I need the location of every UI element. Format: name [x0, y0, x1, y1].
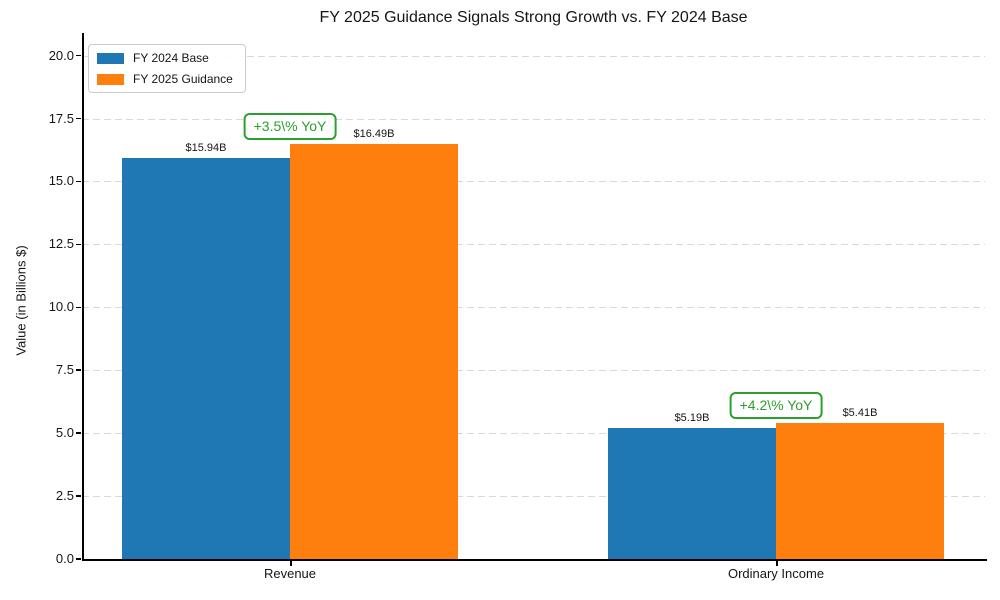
- legend-label: FY 2025 Guidance: [133, 72, 233, 86]
- legend-label: FY 2024 Base: [133, 51, 209, 65]
- y-tick-label: 2.5: [55, 488, 74, 504]
- growth-annotation: +4.2\% YoY: [729, 391, 823, 419]
- y-tick-label: 10.0: [48, 299, 74, 315]
- y-axis-label: Value (in Billions $): [13, 245, 29, 356]
- chart-title: FY 2025 Guidance Signals Strong Growth v…: [319, 9, 748, 26]
- gridline: [82, 496, 985, 498]
- bar-fy2025-1: [776, 422, 944, 559]
- y-tick-mark: [76, 432, 81, 434]
- x-tick-mark: [776, 561, 778, 566]
- legend-swatch-blue: [97, 52, 124, 64]
- y-tick-label: 7.5: [55, 362, 74, 378]
- y-tick-mark: [76, 54, 81, 57]
- plot-area: $15.94B $5.19B $16.49B $5.41B +3.5\% YoY +4.…: [82, 33, 985, 559]
- gridline: [82, 118, 985, 120]
- y-tick-mark: [76, 369, 81, 371]
- y-tick-label: 5.0: [55, 425, 74, 441]
- y-tick-label: 15.0: [48, 173, 74, 189]
- gridline: [82, 307, 985, 309]
- y-tick-mark: [76, 306, 81, 309]
- x-tick-label: Revenue: [263, 566, 317, 581]
- legend-entry-fy2024: FY 2024 Base: [97, 51, 233, 65]
- bar-fy2024-0: [122, 157, 290, 559]
- legend: FY 2024 Base FY 2025 Guidance: [88, 44, 246, 93]
- gridline: [82, 181, 985, 183]
- gridline: [82, 433, 985, 435]
- x-axis-spine: [82, 559, 987, 561]
- bar-value-label: $5.41B: [842, 406, 878, 419]
- bar-fy2024-1: [608, 428, 776, 559]
- legend-entry-fy2025: FY 2025 Guidance: [97, 72, 233, 86]
- gridline: [82, 55, 985, 57]
- y-tick-mark: [76, 558, 81, 560]
- growth-annotation: +3.5\% YoY: [243, 112, 337, 140]
- gridline: [82, 370, 985, 372]
- y-axis-spine: [82, 33, 84, 560]
- x-tick-label: Ordinary Income: [727, 566, 825, 581]
- y-tick-mark: [76, 180, 81, 183]
- legend-swatch-orange: [97, 73, 124, 85]
- bar-value-label: $16.49B: [353, 127, 395, 140]
- y-tick-mark: [76, 495, 81, 497]
- y-tick-label: 17.5: [48, 110, 74, 126]
- bar-fy2025-0: [290, 144, 458, 559]
- bar-value-label: $15.94B: [185, 141, 227, 154]
- y-tick-mark: [76, 243, 81, 246]
- y-tick-label: 20.0: [48, 47, 74, 63]
- y-tick-label: 0.0: [55, 551, 74, 566]
- x-tick-mark: [290, 561, 292, 566]
- y-tick-label: 12.5: [48, 236, 74, 252]
- y-tick-mark: [76, 117, 81, 120]
- gridline: [82, 244, 985, 246]
- bar-value-label: $5.19B: [674, 412, 710, 425]
